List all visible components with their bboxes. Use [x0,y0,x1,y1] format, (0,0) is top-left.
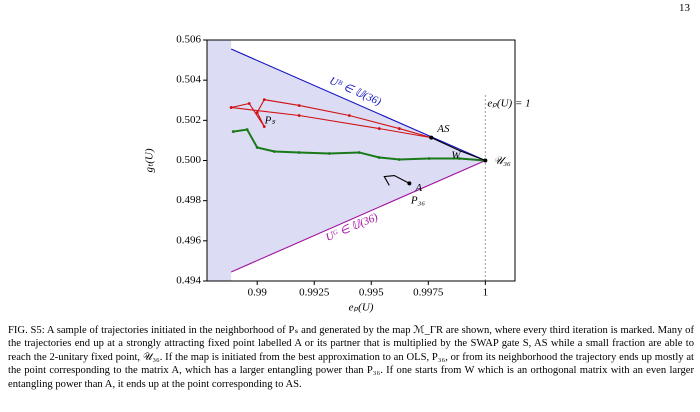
iteration-marker [297,104,301,107]
iteration-marker [347,114,351,117]
y-tick-label: 0.498 [176,194,201,206]
iteration-marker [247,102,251,105]
trajectory [383,174,410,186]
caption: FIG. S5: A sample of trajectories initia… [8,325,694,390]
trajectory [431,137,486,162]
fixed-point [407,181,412,186]
annotation: P₃₆ [410,195,426,207]
iteration-marker [377,127,381,130]
iteration-marker [327,152,331,155]
fixed-point [483,158,488,163]
y-tick-label: 0.506 [176,34,201,46]
iteration-marker [262,98,266,102]
point-label: 𝒰₃₆ [493,155,511,167]
iteration-marker [255,146,259,149]
fixed-point [429,135,434,140]
x-tick-label: 0.9925 [299,287,330,299]
y-tick-label: 0.496 [176,234,201,246]
iteration-marker [272,150,276,153]
iteration-marker [357,151,361,154]
trajectory [230,48,486,162]
x-tick-label: 0.9975 [413,287,444,299]
point-label: AS [436,123,450,135]
y-tick-label: 0.494 [176,275,201,287]
page-number: 13 [679,2,690,14]
x-axis-label: eₚ(U) [349,302,374,314]
iteration-marker [297,151,301,154]
trajectory [230,159,486,273]
trajectory [231,106,432,139]
y-tick-label: 0.502 [176,114,201,126]
iteration-marker [457,157,461,160]
point-label: A [414,182,422,194]
iteration-marker [397,158,401,161]
iteration-marker [397,127,401,130]
annotation: W [451,150,461,162]
annotation: eₚ(U) = 1 [487,98,530,110]
iteration-marker [245,128,249,131]
iteration-marker [229,106,233,109]
iteration-marker [231,130,235,133]
iteration-marker [297,114,301,117]
x-tick-label: 1 [483,287,489,299]
iteration-marker [262,125,266,128]
trajectory [233,128,486,162]
iteration-marker [377,156,381,159]
iteration-marker [427,157,431,160]
x-tick-label: 0.99 [248,287,268,299]
x-tick-label: 0.995 [359,287,384,299]
annotation: Pₛ [264,115,277,127]
y-tick-label: 0.500 [176,154,201,166]
y-axis-label: gₜ(U) [144,148,156,172]
iteration-marker [255,111,259,114]
chart: 0.99 0.9925 0.995 0.9975 1 0.494 0.496 0.498 0.5… [144,34,531,314]
shaded-region [207,40,486,281]
y-tick-label: 0.504 [176,74,201,86]
